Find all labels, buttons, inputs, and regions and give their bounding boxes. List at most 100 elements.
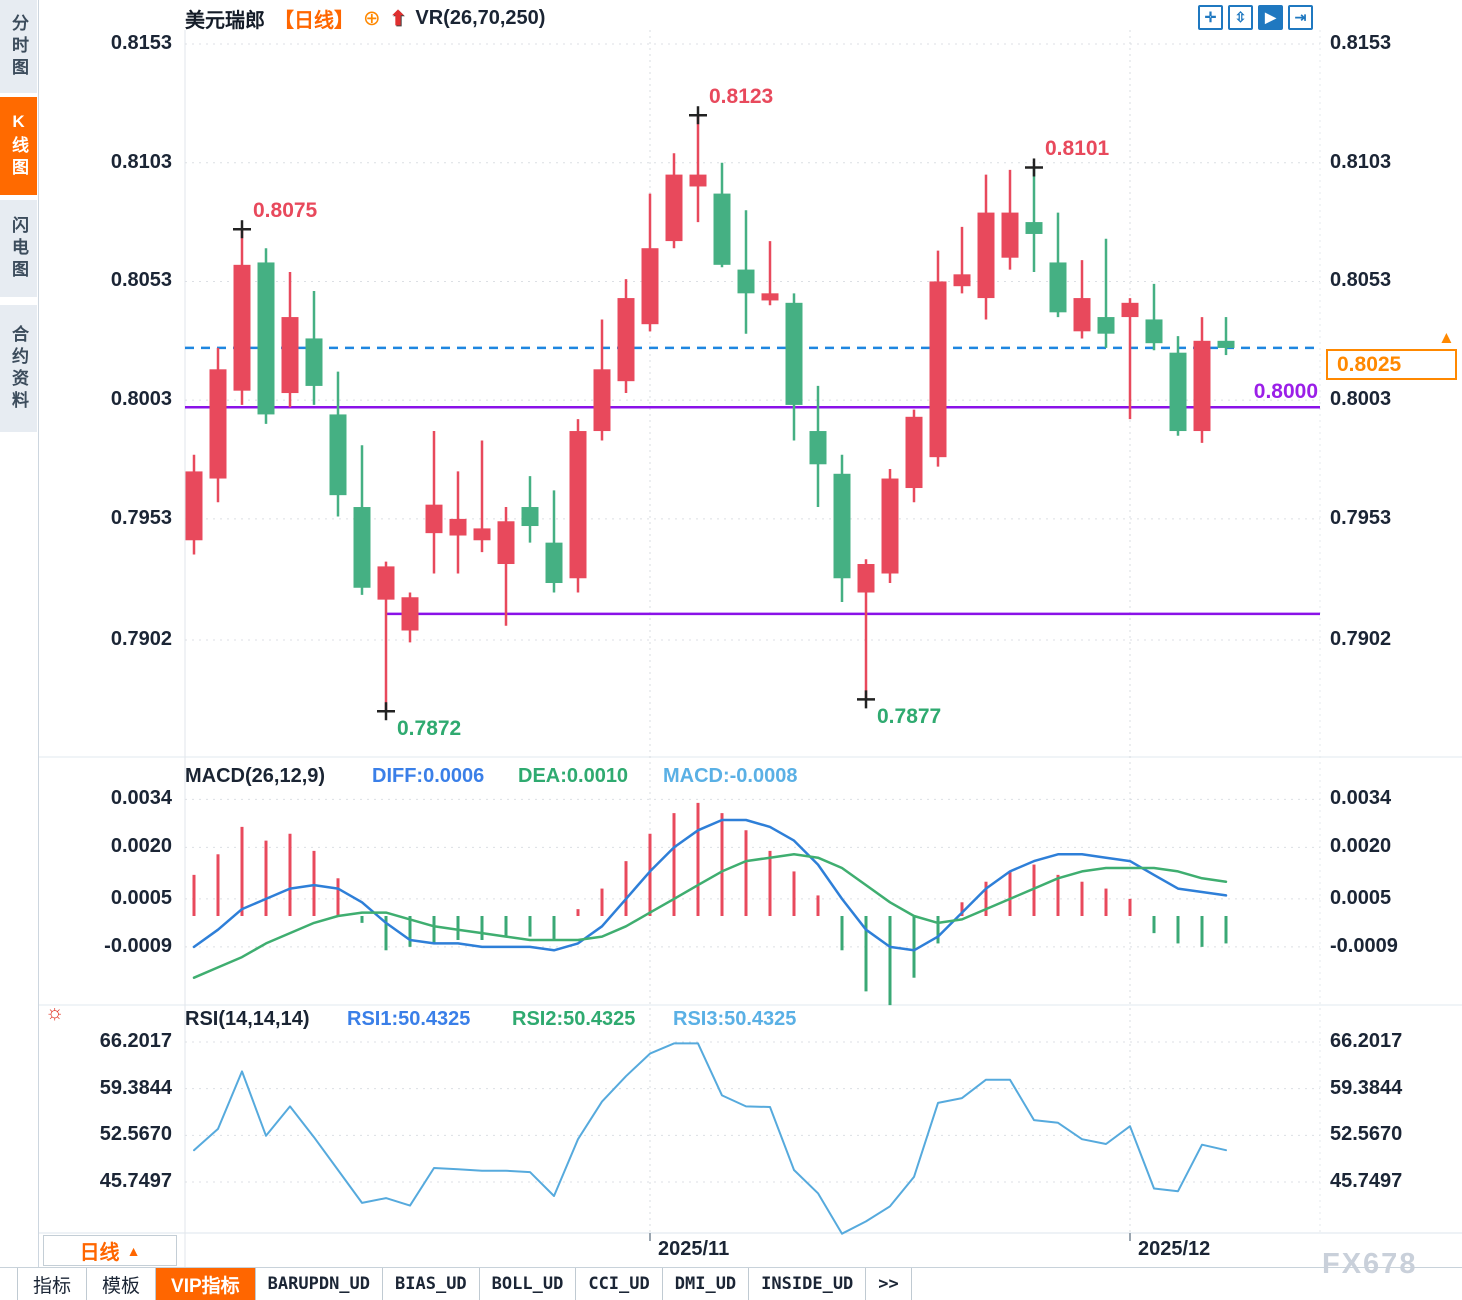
price-tick-label: 0.8153 bbox=[1330, 32, 1392, 54]
x-axis-label: 2025/11 bbox=[658, 1238, 730, 1260]
candle bbox=[449, 518, 467, 536]
candle bbox=[977, 212, 995, 299]
candle bbox=[281, 317, 299, 394]
rsi-tick-label: 59.3844 bbox=[99, 1076, 172, 1099]
rsi1-label: RSI1:50.4325 bbox=[347, 1008, 471, 1030]
candle bbox=[761, 293, 779, 301]
rsi-line bbox=[193, 1042, 1227, 1235]
price-tick-label: 0.8053 bbox=[110, 269, 172, 292]
candle bbox=[1145, 319, 1163, 344]
tab-inside-ud[interactable]: INSIDE_UD bbox=[749, 1268, 867, 1300]
price-tick-label: 0.8053 bbox=[1330, 269, 1392, 292]
candle bbox=[953, 274, 971, 287]
price-tick-label: 0.8003 bbox=[1330, 388, 1392, 411]
candle bbox=[305, 338, 323, 386]
candle bbox=[1001, 212, 1019, 258]
candle bbox=[593, 369, 611, 432]
x-axis-label: 2025/12 bbox=[1138, 1238, 1211, 1260]
candle bbox=[1121, 302, 1139, 318]
candle bbox=[1073, 298, 1091, 332]
candle bbox=[233, 264, 251, 391]
price-annotation: 0.7872 bbox=[397, 717, 462, 741]
candle bbox=[209, 369, 227, 479]
fit-axis-icon[interactable]: ⇳ bbox=[1228, 5, 1253, 30]
candle bbox=[833, 473, 851, 579]
period-arrow-icon: ▲ bbox=[126, 1242, 141, 1259]
overlay-indicator-label[interactable]: VR(26,70,250) bbox=[415, 6, 546, 29]
candle bbox=[1049, 262, 1067, 313]
candle bbox=[713, 193, 731, 265]
candle bbox=[545, 542, 563, 584]
tab-boll-ud[interactable]: BOLL_UD bbox=[480, 1268, 577, 1300]
candle bbox=[857, 564, 875, 593]
rsi-tick-label: 66.2017 bbox=[99, 1030, 172, 1052]
tab-dmi-ud[interactable]: DMI_UD bbox=[663, 1268, 750, 1300]
indicator-settings-icon[interactable]: ☼ bbox=[45, 1001, 65, 1024]
candle bbox=[809, 431, 827, 465]
rsi-tick-label: 45.7497 bbox=[1330, 1170, 1403, 1192]
support-price-label: 0.8000 bbox=[1253, 380, 1318, 403]
price-annotation: 0.8075 bbox=[253, 199, 318, 223]
watermark: FX678 bbox=[1322, 1248, 1418, 1280]
macd-tick-label: 0.0020 bbox=[110, 835, 172, 858]
tab-more[interactable]: >> bbox=[866, 1268, 912, 1300]
tab-barupdn-ud[interactable]: BARUPDN_UD bbox=[256, 1268, 384, 1300]
sidebar-item-contract-info[interactable]: 合约资料 bbox=[0, 305, 37, 432]
rsi-title: RSI(14,14,14) bbox=[185, 1008, 310, 1030]
pointer-icon[interactable]: ▶ bbox=[1258, 5, 1283, 30]
macd-tick-label: -0.0009 bbox=[1330, 934, 1398, 957]
macd-tick-label: -0.0009 bbox=[104, 934, 172, 957]
candle bbox=[1217, 340, 1235, 348]
price-up-triangle-icon: ▲ bbox=[1438, 328, 1455, 347]
candle bbox=[641, 248, 659, 325]
chart-header: 美元瑞郎 【日线】 ⊕ ⬆ VR(26,70,250) bbox=[185, 4, 545, 32]
macd-diff-label: DIFF:0.0006 bbox=[372, 765, 485, 787]
candle bbox=[257, 262, 275, 415]
sidebar-item-lightning-chart[interactable]: 闪电图 bbox=[0, 200, 37, 297]
macd-tick-label: 0.0034 bbox=[110, 787, 172, 810]
candle bbox=[569, 431, 587, 579]
candle bbox=[785, 302, 803, 405]
price-tick-label: 0.8003 bbox=[110, 388, 172, 411]
price-annotation: 0.8123 bbox=[709, 85, 774, 109]
price-tick-label: 0.7953 bbox=[1330, 506, 1392, 529]
candle bbox=[689, 174, 707, 187]
tab-templates[interactable]: 模板 bbox=[87, 1268, 157, 1300]
pan-crosshair-icon[interactable]: ✛ bbox=[1198, 5, 1223, 30]
rsi-tick-label: 52.5670 bbox=[99, 1123, 172, 1146]
sidebar-item-time-chart[interactable]: 分时图 bbox=[0, 0, 37, 93]
period-selector[interactable]: 日线 ▲ bbox=[43, 1235, 177, 1266]
candle bbox=[665, 174, 683, 242]
price-tick-label: 0.8153 bbox=[110, 32, 172, 54]
price-tick-label: 0.7902 bbox=[110, 627, 172, 650]
indicator-tab-bar: 指标 模板 VIP指标 BARUPDN_UD BIAS_UD BOLL_UD C… bbox=[0, 1267, 1462, 1300]
candle bbox=[353, 507, 371, 588]
go-latest-icon[interactable]: ⇥ bbox=[1288, 5, 1313, 30]
macd-dea-label: DEA:0.0010 bbox=[518, 765, 629, 787]
candle bbox=[329, 414, 347, 496]
candle bbox=[929, 281, 947, 458]
tab-cci-ud[interactable]: CCI_UD bbox=[576, 1268, 663, 1300]
macd-tick-label: 0.0034 bbox=[1330, 787, 1392, 810]
candle bbox=[377, 566, 395, 600]
circle-plus-icon[interactable]: ⊕ bbox=[363, 6, 381, 30]
tab-vip-indicators[interactable]: VIP指标 bbox=[156, 1268, 256, 1300]
sidebar: 分时图 K线图 闪电图 合约资料 bbox=[0, 0, 39, 1300]
up-arrow-icon: ⬆ bbox=[389, 7, 407, 30]
candle bbox=[185, 471, 203, 541]
period-tag[interactable]: 【日线】 bbox=[274, 9, 354, 32]
sidebar-item-kline-chart[interactable]: K线图 bbox=[0, 97, 37, 195]
tab-bias-ud[interactable]: BIAS_UD bbox=[383, 1268, 480, 1300]
candle bbox=[1025, 222, 1043, 234]
price-tick-label: 0.7902 bbox=[1330, 627, 1392, 650]
tab-spacer bbox=[0, 1268, 18, 1300]
period-label: 日线 bbox=[79, 1242, 120, 1264]
price-tick-label: 0.7953 bbox=[110, 506, 172, 529]
candle bbox=[617, 298, 635, 382]
tab-indicators[interactable]: 指标 bbox=[18, 1268, 88, 1300]
candle bbox=[521, 507, 539, 527]
macd-tick-label: 0.0005 bbox=[110, 886, 172, 909]
symbol-title: 美元瑞郎 bbox=[185, 9, 265, 32]
